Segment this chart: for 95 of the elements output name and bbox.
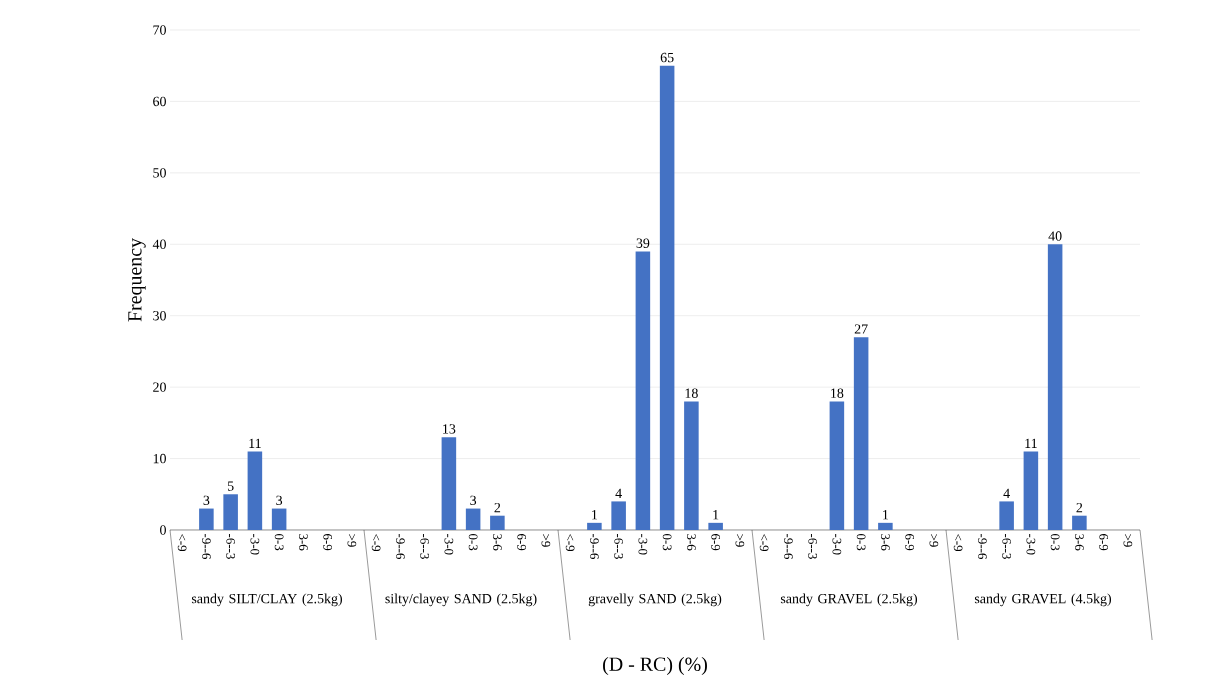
x-tick-label: 6-9 (517, 534, 526, 551)
bar (271, 508, 287, 530)
text: silty/clayey SAND (2.5kg) (385, 593, 537, 607)
data-label: 1 (592, 510, 598, 520)
data-label: 39 (636, 238, 650, 248)
y-tick-label: 50 (153, 168, 166, 178)
text: gravelly SAND (2.5kg) (588, 593, 722, 607)
data-label: 3 (276, 495, 283, 506)
y-tick-label: 30 (153, 310, 166, 321)
x-tick-label: >9 (1123, 534, 1133, 547)
data-label: 4 (1003, 488, 1010, 498)
bar (223, 494, 238, 530)
y-tick-label: 60 (153, 96, 166, 107)
bar (1072, 515, 1087, 530)
x-tick-label: 0-3 (274, 534, 284, 551)
x-tick-label: -6--3 (420, 533, 429, 559)
x-tick-label: -6--3 (226, 533, 235, 559)
bar (199, 508, 214, 530)
x-tick-label: 0-3 (856, 534, 866, 551)
data-label: 2 (494, 502, 501, 513)
bar (635, 251, 651, 530)
data-label: 4 (615, 488, 622, 498)
y-tick-label: 10 (153, 453, 166, 464)
y-axis-title: Frequency (128, 238, 146, 322)
bar (999, 501, 1014, 530)
data-label: 18 (685, 388, 698, 398)
x-tick-label: 6-9 (905, 534, 914, 551)
x-tick-label: -6--3 (614, 533, 623, 559)
text: sandy GRAVEL (2.5kg) (780, 593, 918, 607)
data-label: 18 (831, 388, 844, 398)
bar (829, 401, 845, 530)
x-tick-label: <-9 (759, 534, 769, 552)
data-label: 1 (713, 510, 719, 520)
data-label: 2 (1076, 502, 1083, 513)
data-label: 13 (443, 424, 456, 434)
y-tick-label: 0 (160, 525, 166, 535)
bar (490, 515, 505, 530)
data-label: 27 (854, 324, 868, 334)
x-tick-label: >9 (347, 534, 357, 547)
bar (684, 401, 699, 530)
x-tick-label: 0-3 (662, 534, 672, 551)
x-tick-label: -9--6 (202, 533, 211, 560)
x-tick-label: -6--3 (808, 533, 817, 559)
x-tick-label: 6-9 (323, 534, 332, 551)
x-tick-label: 0-3 (1050, 534, 1060, 551)
x-tick-label: -3-0 (250, 533, 260, 555)
bar (611, 501, 626, 530)
x-tick-label: -9--6 (978, 533, 987, 560)
x-tick-label: 3-6 (299, 534, 308, 551)
x-tick-label: >9 (929, 534, 939, 547)
data-label: 5 (227, 481, 234, 491)
bar (441, 437, 457, 530)
data-label: 1 (883, 510, 889, 520)
bar (659, 65, 675, 530)
y-tick-label: 70 (153, 25, 166, 35)
bar (587, 522, 602, 530)
data-label: 65 (660, 52, 674, 63)
bar (853, 337, 869, 530)
x-tick-label: -3-0 (832, 533, 842, 555)
bar (878, 522, 893, 530)
x-tick-label: 3-6 (1075, 534, 1084, 551)
x-tick-label: 6-9 (1099, 534, 1108, 551)
x-tick-label: 3-6 (881, 534, 890, 551)
x-tick-label: >9 (541, 534, 551, 547)
x-tick-label: 3-6 (493, 534, 502, 551)
x-tick-label: 3-6 (687, 534, 696, 551)
bar (247, 451, 263, 530)
x-tick-label: 6-9 (711, 534, 720, 551)
data-label: 3 (203, 495, 210, 506)
y-tick-label: 20 (153, 382, 166, 392)
data-label: 40 (1048, 231, 1062, 241)
y-tick-label: 40 (152, 239, 166, 249)
x-tick-label: <-9 (177, 534, 187, 552)
x-tick-label: -6--3 (1002, 533, 1011, 559)
data-label: 3 (470, 495, 477, 506)
bar (708, 522, 723, 530)
x-tick-label: 0-3 (468, 534, 478, 551)
x-tick-label: <-9 (565, 534, 575, 552)
x-tick-label: -9--6 (590, 533, 599, 560)
x-tick-label: -9--6 (396, 533, 405, 560)
text: sandy SILT/CLAY (2.5kg) (191, 593, 342, 607)
x-tick-label: <-9 (371, 534, 381, 552)
x-tick-label: -3-0 (638, 533, 648, 555)
bar (1023, 451, 1039, 530)
bar (1047, 244, 1063, 530)
x-tick-label: >9 (735, 534, 745, 547)
x-tick-label: -9--6 (784, 533, 793, 560)
data-label: 11 (249, 438, 261, 448)
x-tick-label: <-9 (953, 534, 963, 552)
x-tick-label: -3-0 (444, 533, 454, 555)
x-axis-title: (D - RC) (%) (603, 656, 707, 676)
bar (465, 508, 481, 530)
text: sandy GRAVEL (4.5kg) (974, 593, 1112, 607)
data-label: 11 (1025, 438, 1037, 448)
x-tick-label: -3-0 (1026, 533, 1036, 555)
